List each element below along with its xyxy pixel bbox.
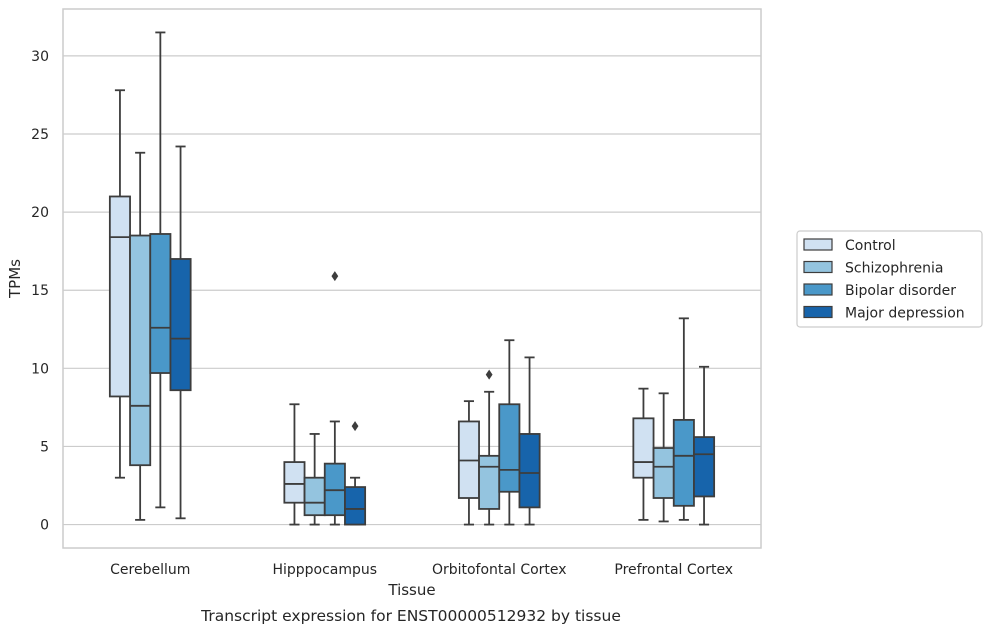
legend-swatch	[803, 238, 833, 251]
box	[518, 356, 541, 526]
y-tick-label: 20	[31, 205, 49, 221]
iqr-box	[149, 233, 172, 374]
box	[283, 403, 306, 526]
plot-frame	[62, 8, 762, 549]
y-tick-label: 30	[31, 49, 49, 65]
series-control	[108, 89, 655, 526]
legend-label: Bipolar disorder	[845, 283, 956, 299]
series-major-depression	[169, 145, 716, 526]
x-tick-label: Prefrontal Cortex	[614, 562, 733, 578]
iqr-box	[478, 454, 501, 510]
box	[693, 365, 716, 526]
iqr-box	[632, 417, 655, 479]
box	[672, 317, 695, 521]
y-tick-label: 25	[31, 127, 49, 143]
box	[323, 271, 346, 526]
legend: Control Schizophrenia Bipolar disorder Majo…	[796, 230, 983, 328]
outlier-point	[485, 369, 493, 380]
y-tick-labels: 0 5 10 15 20 25 30	[31, 49, 49, 534]
box	[129, 151, 152, 521]
x-tick-label: Orbitofontal Cortex	[432, 562, 567, 578]
series-schizophrenia	[129, 151, 675, 526]
iqr-box	[108, 195, 131, 398]
iqr-box	[129, 234, 152, 467]
legend-label: Major depression	[845, 306, 965, 322]
y-tick-label: 5	[40, 439, 49, 455]
y-tick-label: 0	[40, 518, 49, 534]
iqr-box	[693, 436, 716, 498]
iqr-box	[518, 433, 541, 509]
x-axis-label: Tissue	[387, 581, 435, 599]
x-tick-label: Cerebellum	[110, 562, 190, 578]
outlier-point	[331, 271, 339, 282]
box	[344, 421, 367, 526]
iqr-box	[498, 403, 521, 493]
y-axis-label: TPMs	[6, 259, 24, 299]
iqr-box	[344, 486, 367, 526]
series-bipolar-disorder	[149, 31, 695, 526]
legend-label: Control	[845, 238, 896, 254]
outlier-point	[351, 421, 359, 432]
legend-label: Schizophrenia	[845, 261, 943, 277]
iqr-box	[283, 461, 306, 504]
box	[169, 145, 192, 520]
y-tick-label: 15	[31, 283, 49, 299]
iqr-box	[303, 476, 326, 517]
box-groups	[108, 31, 716, 526]
legend-frame	[796, 230, 983, 328]
box	[303, 433, 326, 526]
box	[498, 339, 521, 526]
x-tick-label: Hipppocampus	[272, 562, 377, 578]
iqr-box	[672, 418, 695, 507]
box	[457, 400, 480, 526]
box	[108, 89, 131, 479]
iqr-box	[169, 258, 192, 392]
box	[652, 392, 675, 523]
box	[478, 369, 501, 526]
legend-swatch	[803, 260, 833, 274]
x-tick-labels: Cerebellum Hipppocampus Orbitofontal Corte…	[110, 562, 733, 578]
legend-swatch	[803, 305, 833, 319]
chart-caption: Transcript expression for ENST0000051293…	[200, 607, 621, 625]
box	[632, 387, 655, 521]
legend-swatch	[803, 283, 833, 296]
box	[149, 31, 172, 509]
y-tick-label: 10	[31, 361, 49, 377]
iqr-box	[652, 447, 675, 499]
